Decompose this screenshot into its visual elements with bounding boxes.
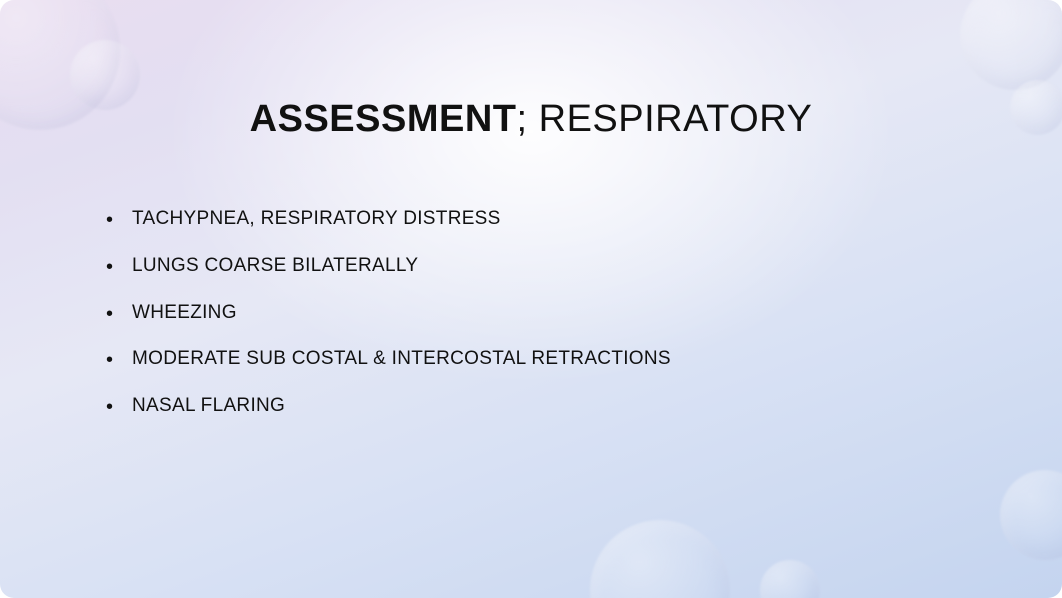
bullet-item: LUNGS COARSE BILATERALLY <box>132 255 671 278</box>
title-rest-part: RESPIRATORY <box>539 98 813 140</box>
bubble-decoration <box>590 520 730 598</box>
slide-title: ASSESSMENT; RESPIRATORY <box>0 98 1062 141</box>
bubble-decoration <box>960 0 1062 90</box>
bubble-decoration <box>1000 470 1062 560</box>
bullet-item: WHEEZING <box>132 302 671 325</box>
bullet-item: NASAL FLARING <box>132 395 671 418</box>
title-separator: ; <box>517 98 539 140</box>
bullet-list: TACHYPNEA, RESPIRATORY DISTRESS LUNGS CO… <box>132 208 671 442</box>
bullet-item: MODERATE SUB COSTAL & INTERCOSTAL RETRAC… <box>132 348 671 371</box>
title-bold-part: ASSESSMENT <box>250 98 517 140</box>
slide: ASSESSMENT; RESPIRATORY TACHYPNEA, RESPI… <box>0 0 1062 598</box>
bubble-decoration <box>760 560 820 598</box>
bullet-item: TACHYPNEA, RESPIRATORY DISTRESS <box>132 208 671 231</box>
